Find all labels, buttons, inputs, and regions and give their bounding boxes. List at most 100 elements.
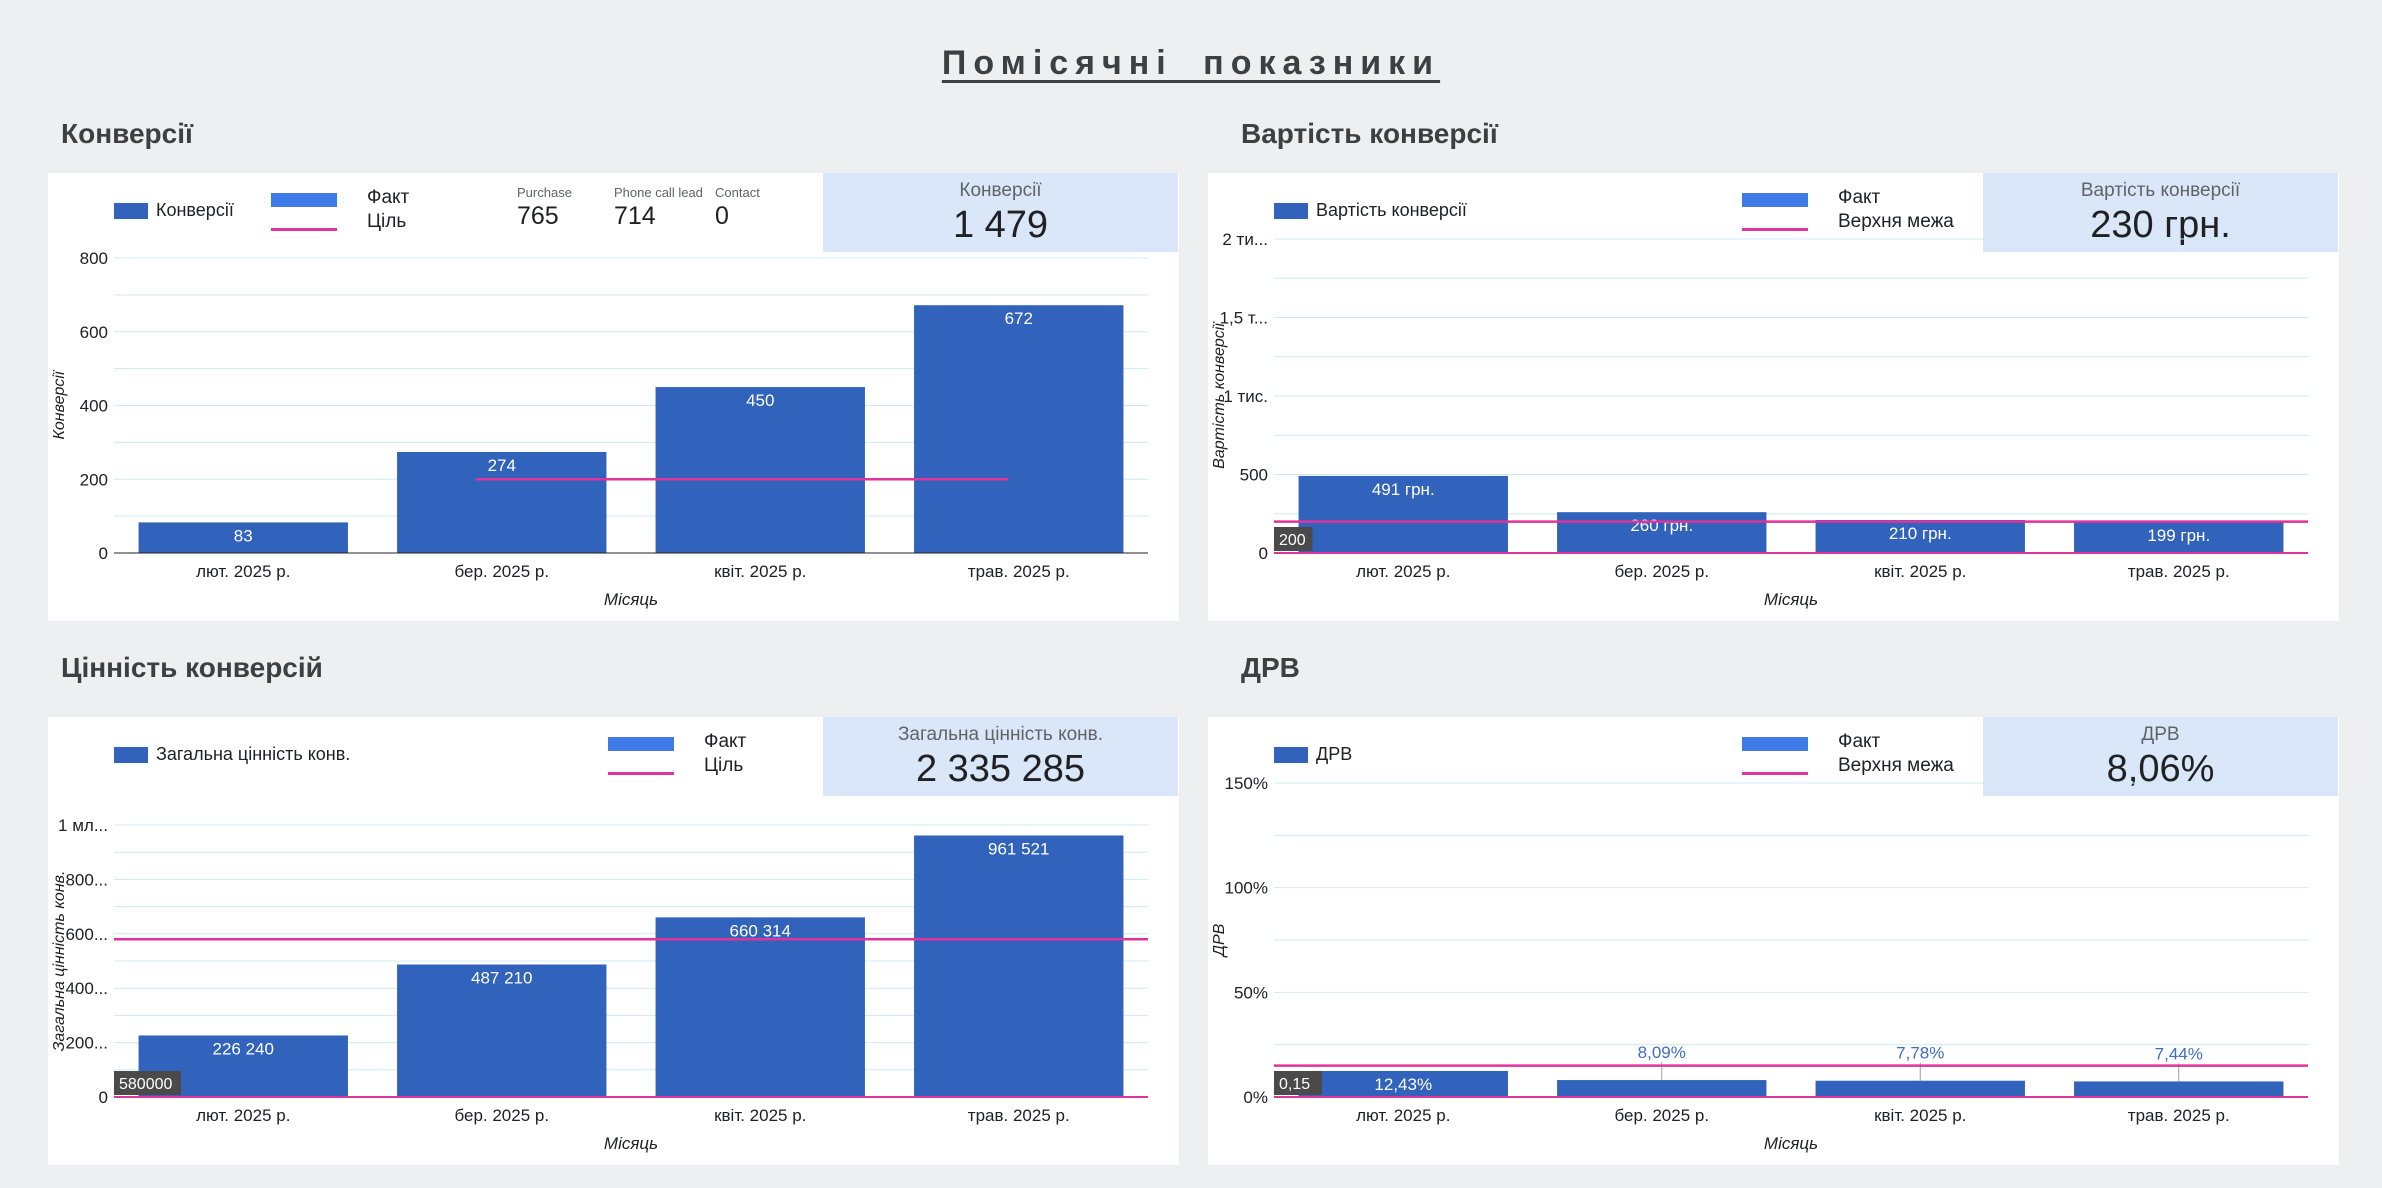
mini-metric-phone-call-lead: Phone call lead 714 [614,185,703,231]
bar [914,305,1124,553]
x-tick-label: лют. 2025 р. [196,1106,290,1125]
x-tick-label: квіт. 2025 р. [1874,1106,1966,1125]
legend-swatch [114,746,148,763]
series-legend[interactable]: Вартість конверсії [1274,200,1467,221]
x-tick-label: бер. 2025 р. [1614,1106,1709,1125]
x-tick-label: квіт. 2025 р. [714,1106,806,1125]
fact-label: Факт [704,731,747,752]
x-tick-label: лют. 2025 р. [1356,562,1450,581]
reference-label-bg [1274,1071,1322,1095]
x-tick-label: бер. 2025 р. [454,562,549,581]
legend-label: ДРВ [1316,744,1353,764]
mini-metric-value: 765 [517,202,559,230]
y-axis-title: Вартість конверсії [1211,321,1228,469]
y-tick-label: 0 [99,544,108,563]
y-tick-label: 800 [80,249,108,268]
legend-label: Конверсії [156,200,234,220]
bar [1557,512,1767,553]
bar [655,387,865,553]
mini-metric-contact: Contact 0 [715,185,760,231]
target-label: Ціль [367,211,407,232]
mini-metric-label: Contact [715,185,760,200]
reference-label-bg [1274,527,1313,551]
x-tick-label: лют. 2025 р. [196,562,290,581]
cost-per-conversion-bar-chart: 0 500 1 тис. 1,5 т... 2 ти... 491 грн. лют. 20… [1211,230,2308,609]
x-tick-label: трав. 2025 р. [968,1106,1070,1125]
x-tick-label: бер. 2025 р. [454,1106,549,1125]
data-label: 672 [1005,309,1033,328]
fact-label: Факт [1838,731,1881,752]
bar [397,964,607,1097]
y-tick-label: 0 [99,1088,108,1107]
x-axis-title: Місяць [604,590,658,609]
bar [2074,521,2284,553]
x-axis-title: Місяць [1764,1134,1818,1153]
scorecard-conversion-value: Загальна цінність конв. 2 335 285 [823,717,1178,796]
x-tick-label: квіт. 2025 р. [714,562,806,581]
y-tick-label: 500 [1240,466,1268,485]
fact-swatch [271,193,337,207]
reference-label-bg [114,1071,181,1095]
section-title-cost-per-conversion: Вартість конверсії [1241,118,1498,149]
data-label: 7,78% [1896,1044,1944,1063]
bar [1557,1080,1767,1097]
limit-line-swatch [1742,228,1808,231]
bar [2074,1081,2284,1097]
conversion-value-card: Загальна цінність конв. Факт Ціль Загаль… [48,717,1179,1165]
fact-label: Факт [1838,187,1881,208]
legend-swatch [1274,202,1308,219]
bar [397,451,607,553]
mini-metric-value: 714 [614,202,656,230]
data-label: 450 [746,391,774,410]
data-label: 7,44% [2155,1044,2203,1063]
section-title-conversions: Конверсії [61,118,193,149]
y-tick-label: 600 [80,323,108,342]
scorecard-value: 2 335 285 [915,748,1086,790]
bar [655,917,865,1097]
series-legend[interactable]: Загальна цінність конв. [114,744,350,765]
conversions-bar-chart: 0 200 400 600 800 83 лют. 2025 р. 274 бер. 2025 … [51,249,1148,609]
y-tick-label: 0% [1243,1088,1268,1107]
x-axis-title: Місяць [604,1134,658,1153]
limit-label: Верхня межа [1838,755,1954,776]
data-label: 12,43% [1374,1075,1432,1094]
bar [1815,520,2025,553]
legend-swatch [114,202,148,219]
data-label: 210 грн. [1889,524,1952,543]
y-axis-title: Конверсії [51,369,68,439]
x-tick-label: лют. 2025 р. [1356,1106,1450,1125]
fact-label: Факт [367,187,410,208]
series-legend[interactable]: Конверсії [114,200,234,221]
section-title-roas: ДРВ [1241,652,1300,683]
data-label: 660 314 [730,921,791,940]
mini-metric-purchase: Purchase 765 [517,185,572,231]
fact-swatch [608,737,674,751]
y-tick-label: 800... [65,870,108,889]
mini-metric-label: Phone call lead [614,185,703,200]
reference-label: 0,15 [1279,1076,1310,1093]
scorecard-conversions: Конверсії 1 479 [823,173,1178,252]
bar [138,522,348,553]
y-tick-label: 1,5 т... [1220,309,1268,328]
y-tick-label: 200 [80,470,108,489]
fact-swatch [1742,737,1808,751]
x-tick-label: трав. 2025 р. [968,562,1070,581]
conversions-card: Конверсії Факт Ціль Purchase 765 Phone c… [48,173,1179,621]
x-tick-label: трав. 2025 р. [2128,562,2230,581]
y-tick-label: 400 [80,397,108,416]
mini-metric-value: 0 [715,202,729,230]
y-tick-label: 100% [1225,879,1268,898]
x-tick-label: бер. 2025 р. [1614,562,1709,581]
legend-label: Вартість конверсії [1316,200,1467,220]
mini-metric-label: Purchase [517,185,572,200]
data-label: 226 240 [213,1039,274,1058]
data-label: 83 [234,526,253,545]
y-tick-label: 1 мл... [58,816,108,835]
roas-bar-chart: 0% 50% 100% 150% 12,43% лют. 2025 р. 8,09% бер.… [1211,774,2308,1153]
series-legend[interactable]: ДРВ [1274,744,1352,765]
roas-card: ДРВ Факт Верхня межа ДРВ 8,06% 0% 50% 100%… [1208,717,2339,1165]
scorecard-value: 1 479 [952,204,1049,246]
bar [1298,475,1508,553]
y-axis-title: ДРВ [1211,923,1228,958]
y-tick-label: 0 [1259,544,1268,563]
